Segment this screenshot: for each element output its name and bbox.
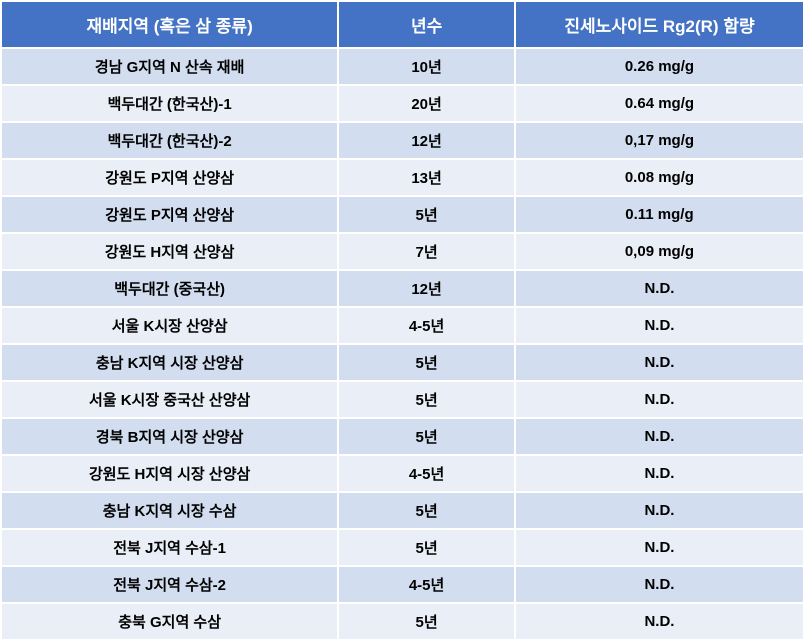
header-years: 년수 <box>338 1 515 48</box>
table-row: 백두대간 (중국산)12년N.D. <box>1 270 804 307</box>
cell-content: N.D. <box>515 270 804 307</box>
cell-content: N.D. <box>515 307 804 344</box>
cell-years: 13년 <box>338 159 515 196</box>
cell-region: 강원도 P지역 산양삼 <box>1 159 338 196</box>
table-row: 충북 G지역 수삼5년N.D. <box>1 603 804 640</box>
cell-region: 백두대간 (한국산)-1 <box>1 85 338 122</box>
cell-content: 0,09 mg/g <box>515 233 804 270</box>
cell-years: 5년 <box>338 603 515 640</box>
cell-region: 경남 G지역 N 산속 재배 <box>1 48 338 85</box>
cell-years: 5년 <box>338 196 515 233</box>
table-row: 경남 G지역 N 산속 재배10년0.26 mg/g <box>1 48 804 85</box>
cell-content: N.D. <box>515 529 804 566</box>
table-row: 충남 K지역 시장 산양삼5년N.D. <box>1 344 804 381</box>
cell-years: 20년 <box>338 85 515 122</box>
cell-content: N.D. <box>515 455 804 492</box>
cell-region: 강원도 H지역 시장 산양삼 <box>1 455 338 492</box>
table-row: 충남 K지역 시장 수삼5년N.D. <box>1 492 804 529</box>
cell-content: N.D. <box>515 418 804 455</box>
cell-content: N.D. <box>515 603 804 640</box>
cell-content: 0,17 mg/g <box>515 122 804 159</box>
header-content: 진세노사이드 Rg2(R) 함량 <box>515 1 804 48</box>
table-row: 강원도 H지역 시장 산양삼4-5년N.D. <box>1 455 804 492</box>
cell-content: N.D. <box>515 566 804 603</box>
table-row: 백두대간 (한국산)-212년0,17 mg/g <box>1 122 804 159</box>
table-row: 강원도 H지역 산양삼7년0,09 mg/g <box>1 233 804 270</box>
cell-content: N.D. <box>515 492 804 529</box>
cell-region: 충남 K지역 시장 수삼 <box>1 492 338 529</box>
table-header-row: 재배지역 (혹은 삼 종류) 년수 진세노사이드 Rg2(R) 함량 <box>1 1 804 48</box>
cell-region: 전북 J지역 수삼-2 <box>1 566 338 603</box>
cell-region: 백두대간 (중국산) <box>1 270 338 307</box>
table-row: 경북 B지역 시장 산양삼5년N.D. <box>1 418 804 455</box>
cell-content: N.D. <box>515 381 804 418</box>
cell-region: 서울 K시장 산양삼 <box>1 307 338 344</box>
cell-years: 4-5년 <box>338 307 515 344</box>
cell-years: 5년 <box>338 344 515 381</box>
table-row: 전북 J지역 수삼-15년N.D. <box>1 529 804 566</box>
cell-region: 경북 B지역 시장 산양삼 <box>1 418 338 455</box>
table-row: 전북 J지역 수삼-24-5년N.D. <box>1 566 804 603</box>
cell-years: 4-5년 <box>338 455 515 492</box>
ginsenoside-table: 재배지역 (혹은 삼 종류) 년수 진세노사이드 Rg2(R) 함량 경남 G지… <box>0 0 805 641</box>
table-row: 강원도 P지역 산양삼5년0.11 mg/g <box>1 196 804 233</box>
cell-region: 백두대간 (한국산)-2 <box>1 122 338 159</box>
cell-years: 5년 <box>338 381 515 418</box>
cell-region: 서울 K시장 중국산 산양삼 <box>1 381 338 418</box>
cell-region: 강원도 P지역 산양삼 <box>1 196 338 233</box>
cell-region: 충남 K지역 시장 산양삼 <box>1 344 338 381</box>
header-region: 재배지역 (혹은 삼 종류) <box>1 1 338 48</box>
cell-region: 충북 G지역 수삼 <box>1 603 338 640</box>
table-row: 백두대간 (한국산)-120년0.64 mg/g <box>1 85 804 122</box>
cell-years: 5년 <box>338 418 515 455</box>
cell-years: 12년 <box>338 122 515 159</box>
cell-years: 12년 <box>338 270 515 307</box>
cell-region: 전북 J지역 수삼-1 <box>1 529 338 566</box>
cell-years: 7년 <box>338 233 515 270</box>
cell-years: 5년 <box>338 492 515 529</box>
cell-region: 강원도 H지역 산양삼 <box>1 233 338 270</box>
cell-years: 10년 <box>338 48 515 85</box>
cell-content: N.D. <box>515 344 804 381</box>
table-row: 강원도 P지역 산양삼13년0.08 mg/g <box>1 159 804 196</box>
cell-content: 0.64 mg/g <box>515 85 804 122</box>
cell-content: 0.26 mg/g <box>515 48 804 85</box>
cell-content: 0.11 mg/g <box>515 196 804 233</box>
cell-content: 0.08 mg/g <box>515 159 804 196</box>
cell-years: 4-5년 <box>338 566 515 603</box>
table-row: 서울 K시장 중국산 산양삼5년N.D. <box>1 381 804 418</box>
table-body: 경남 G지역 N 산속 재배10년0.26 mg/g백두대간 (한국산)-120… <box>1 48 804 640</box>
table-row: 서울 K시장 산양삼4-5년N.D. <box>1 307 804 344</box>
cell-years: 5년 <box>338 529 515 566</box>
